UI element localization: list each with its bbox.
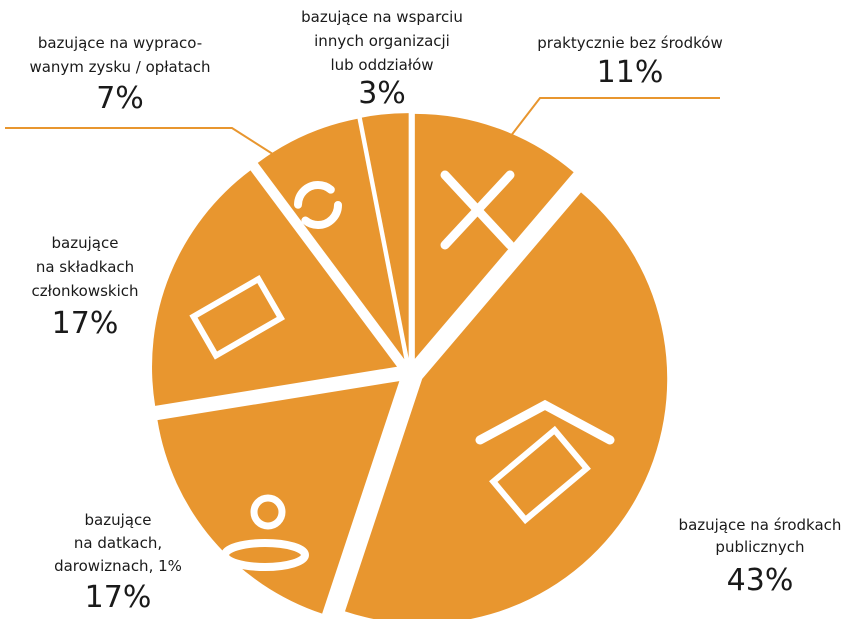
leader-line [499,97,720,151]
icon-building [475,399,615,445]
slice [257,118,405,360]
slice [361,113,409,359]
slice-label: na datkach, [74,534,162,552]
icon-x [440,170,515,250]
icon-money [489,425,591,525]
slice-label: darowiznach, 1% [54,557,182,575]
slice-label: bazujące na środkach [679,516,842,534]
icon-cycle [294,181,342,229]
slice-label: praktycznie bez środków [537,34,722,52]
icon-coin [250,494,286,530]
slice-label: innych organizacji [314,32,450,50]
value-label: 7% [96,81,144,116]
slice-label: bazujące na wypraco- [38,34,202,52]
slices [152,113,668,619]
leader-line [5,127,291,166]
slice-label: bazujące [85,511,152,529]
slice [157,381,400,614]
slice-label: publicznych [715,538,804,556]
slice-label: wanym zysku / opłatach [29,58,210,76]
icon-money [189,274,286,360]
value-label: 17% [85,580,152,615]
icon-coin-slot [221,539,309,571]
slice [344,192,668,619]
value-label: 11% [597,55,664,90]
value-label: 17% [52,306,119,341]
labels: praktycznie bez środków 11% bazujące na śr… [29,8,841,615]
slice-label: członkowskich [31,282,138,300]
value-label: 3% [358,76,406,111]
slice-label: na składkach [36,258,134,276]
icons [189,170,615,571]
slice-label: bazujące [52,234,119,252]
value-label: 43% [727,563,794,598]
slice-label: bazujące na wsparciu [301,8,463,26]
slice-label: lub oddziałów [330,56,433,74]
slice [414,113,574,359]
